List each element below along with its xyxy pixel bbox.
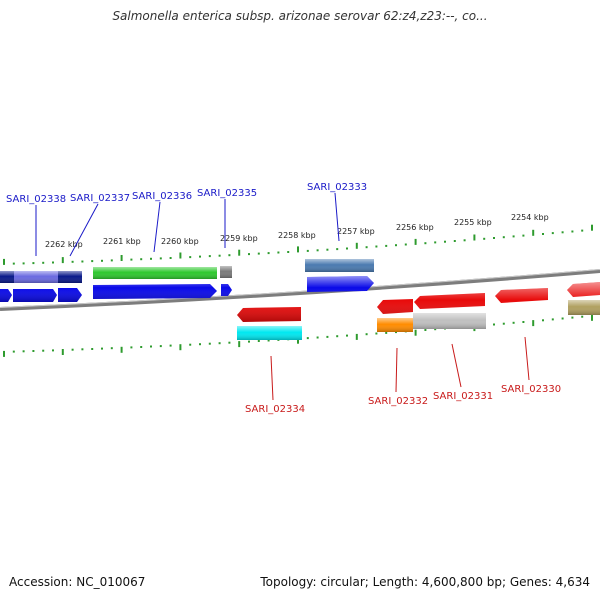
callout-line xyxy=(395,347,398,393)
top-lane xyxy=(0,259,374,283)
scale-labels: 2262 kbp 2261 kbp 2260 kbp 2259 kbp 2258… xyxy=(45,213,549,249)
feature-shading xyxy=(0,271,82,283)
gene-label[interactable]: SARI_02332 xyxy=(368,396,428,407)
feature-shading xyxy=(0,276,374,302)
gene-label[interactable]: SARI_02330 xyxy=(501,384,561,395)
callout-line xyxy=(334,192,340,242)
inner-tick-row xyxy=(3,314,593,357)
scale-tick-label: 2257 kbp xyxy=(337,227,375,236)
backbone-highlight xyxy=(0,269,600,308)
outer-tick-row xyxy=(3,224,593,265)
gene-label[interactable]: SARI_02336 xyxy=(132,191,192,202)
gene-label[interactable]: SARI_02333 xyxy=(307,182,367,193)
feature-shading xyxy=(220,266,232,278)
scale-tick-label: 2261 kbp xyxy=(103,237,141,246)
gene-label[interactable]: SARI_02338 xyxy=(6,194,66,205)
bottom-lane xyxy=(237,300,600,340)
scale-tick-label: 2260 kbp xyxy=(161,237,199,246)
scale-tick-label: 2258 kbp xyxy=(278,231,316,240)
topology-summary: Topology: circular; Length: 4,600,800 bp… xyxy=(260,575,590,589)
feature-shading xyxy=(413,313,486,329)
gene-label[interactable]: SARI_02331 xyxy=(433,391,493,402)
callout-line xyxy=(451,343,462,388)
callout-line xyxy=(524,336,530,381)
scale-tick-label: 2256 kbp xyxy=(396,223,434,232)
feature-shading xyxy=(93,267,217,279)
callout-line xyxy=(270,355,274,401)
callout-line xyxy=(153,201,161,253)
gene-label[interactable]: SARI_02335 xyxy=(197,188,257,199)
scale-tick-label: 2254 kbp xyxy=(511,213,549,222)
feature-shading xyxy=(237,282,600,322)
accession-text: Accession: NC_010067 xyxy=(9,575,146,589)
scale-tick-label: 2259 kbp xyxy=(220,234,258,243)
forward-cds-lane xyxy=(0,276,374,302)
reverse-cds-lane xyxy=(237,282,600,322)
gene-label[interactable]: SARI_02337 xyxy=(70,193,130,204)
feature-shading xyxy=(305,259,374,272)
forward-gene-labels: SARI_02338 SARI_02337 SARI_02336 SARI_02… xyxy=(6,182,367,257)
scale-tick-label: 2262 kbp xyxy=(45,240,83,249)
feature-shading xyxy=(568,300,600,315)
feature-shading xyxy=(237,326,302,340)
backbone xyxy=(0,269,600,311)
scale-tick-label: 2255 kbp xyxy=(454,218,492,227)
reverse-gene-labels: SARI_02334 SARI_02332 SARI_02331 SARI_02… xyxy=(245,336,561,415)
gene-label[interactable]: SARI_02334 xyxy=(245,404,305,415)
map-title: Salmonella enterica subsp. arizonae sero… xyxy=(112,9,488,23)
callout-line xyxy=(69,203,99,257)
feature-shading xyxy=(377,318,413,332)
